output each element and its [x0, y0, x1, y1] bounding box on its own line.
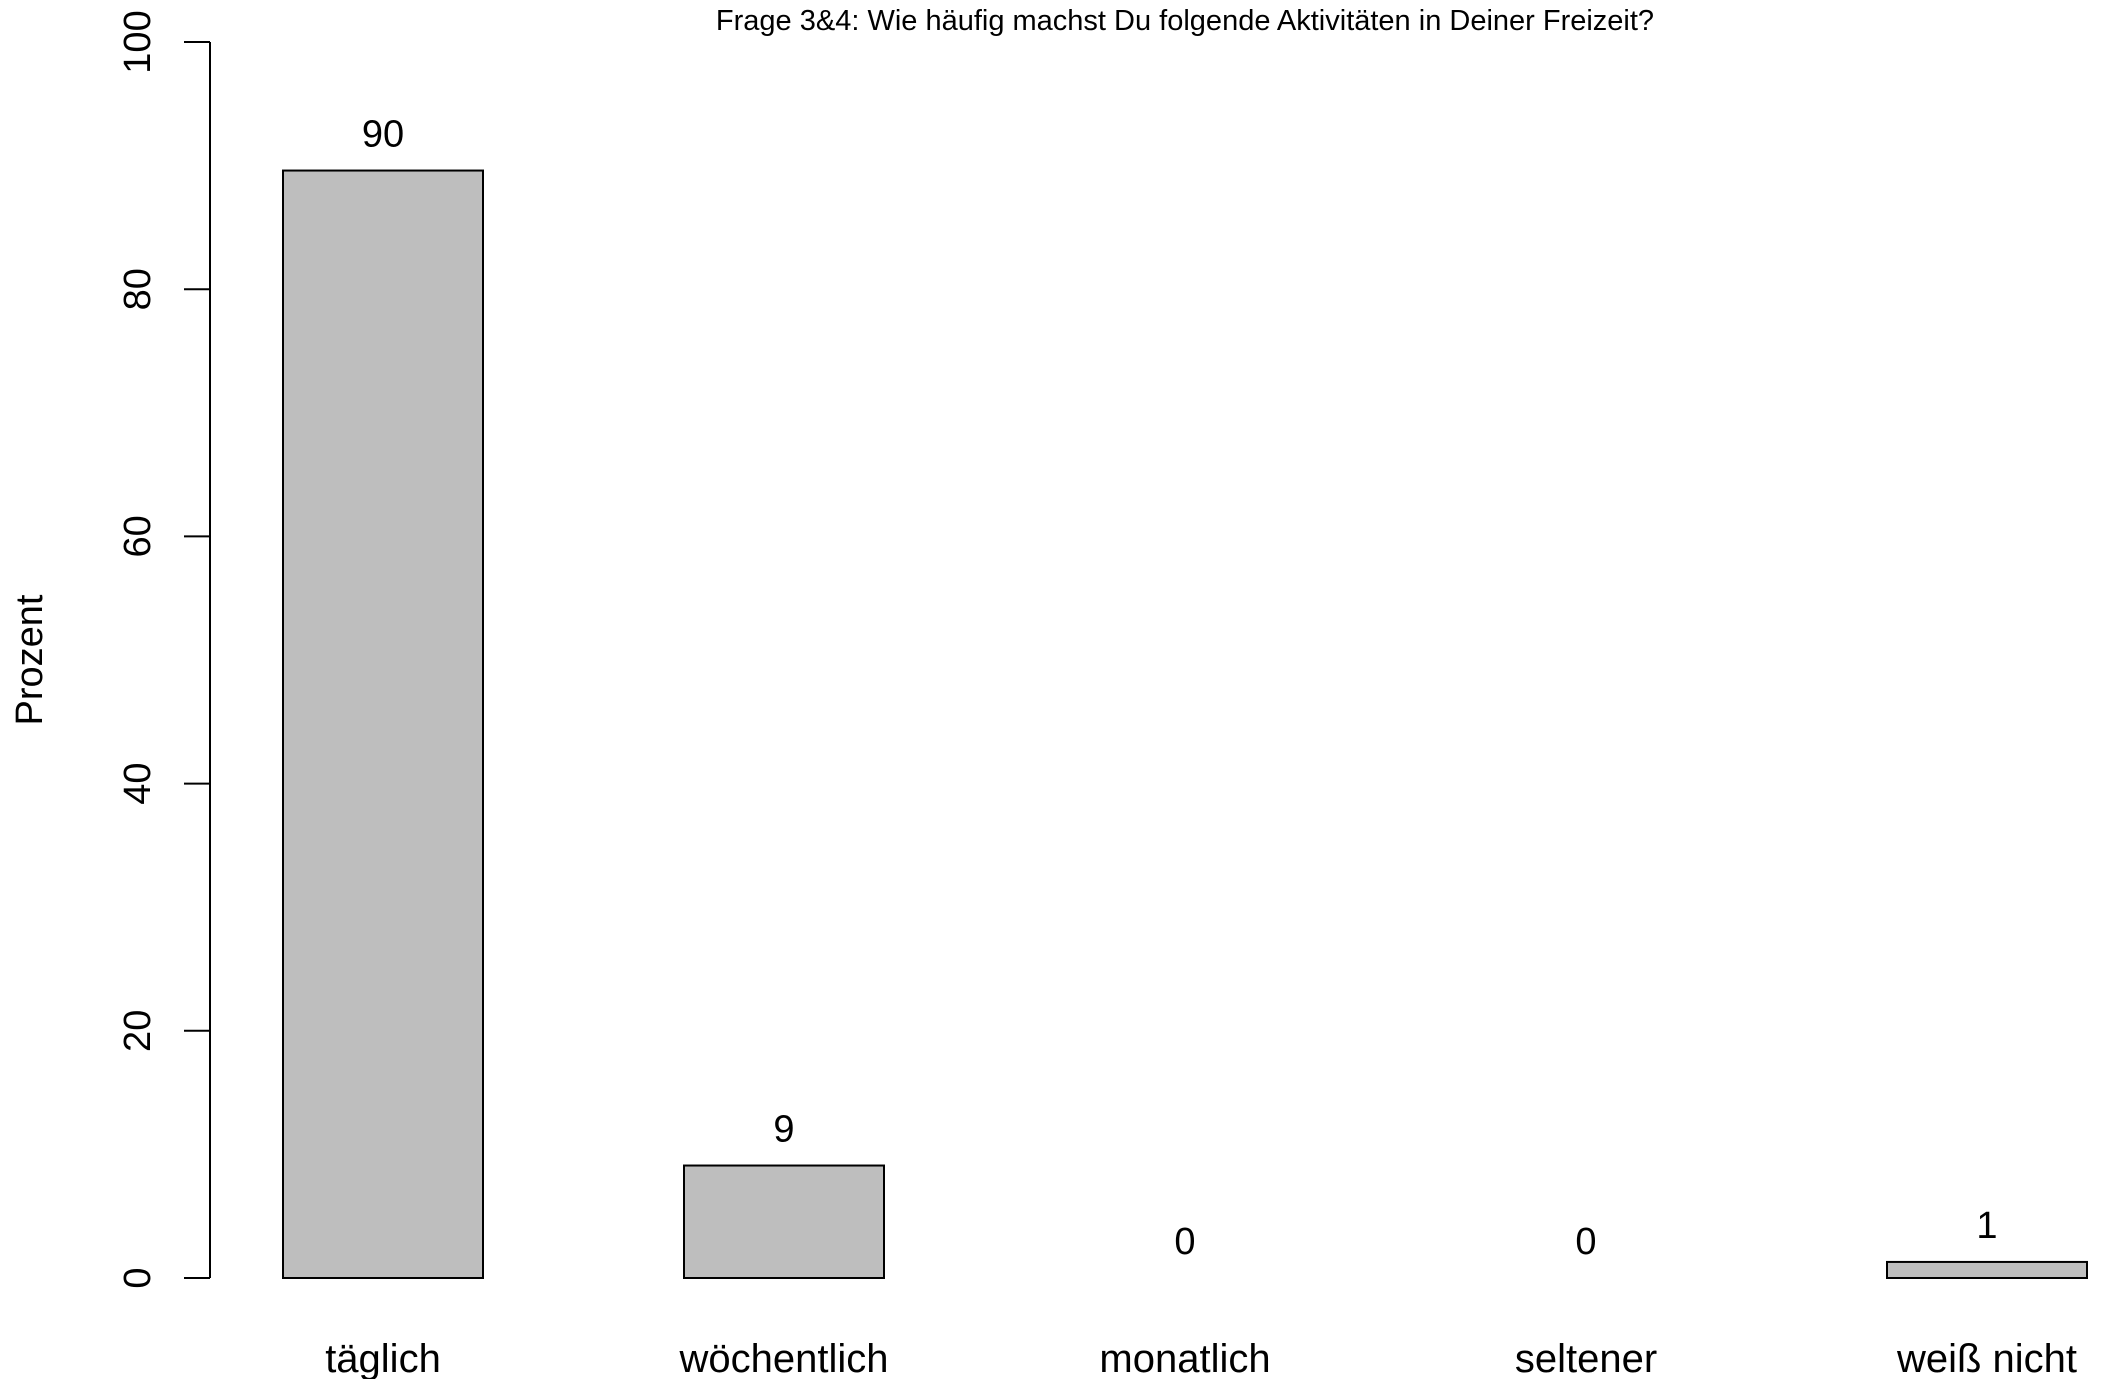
y-axis: 0 20 40 60 80 100	[117, 10, 211, 1289]
x-tick-label: monatlich	[1099, 1337, 1270, 1379]
bar-value-label: 9	[773, 1109, 794, 1151]
y-tick-label: 80	[117, 268, 159, 310]
y-tick-label: 40	[117, 762, 159, 804]
bar-value-label: 0	[1174, 1221, 1195, 1263]
x-tick-label: wöchentlich	[678, 1337, 888, 1379]
y-tick-label: 60	[117, 515, 159, 557]
bar-value-label: 1	[1976, 1205, 1997, 1247]
y-tick-label: 20	[117, 1010, 159, 1052]
y-tick-label: 100	[117, 10, 159, 73]
y-axis-label: Prozent	[9, 594, 51, 725]
x-tick-label: weiß nicht	[1896, 1337, 2077, 1379]
y-tick-label: 0	[117, 1267, 159, 1288]
x-tick-label: täglich	[325, 1337, 441, 1379]
bar	[1886, 1260, 2088, 1280]
bar	[683, 1164, 885, 1280]
x-tick-label: seltener	[1515, 1337, 1657, 1379]
bar	[282, 169, 484, 1280]
chart-title: Frage 3&4: Wie häufig machst Du folgende…	[716, 5, 1654, 37]
bars	[282, 169, 2088, 1280]
bar-value-label: 0	[1575, 1221, 1596, 1263]
x-tick-labels: täglich wöchentlich monatlich seltener weiß …	[325, 1337, 2077, 1379]
bar-value-label: 90	[362, 114, 404, 156]
